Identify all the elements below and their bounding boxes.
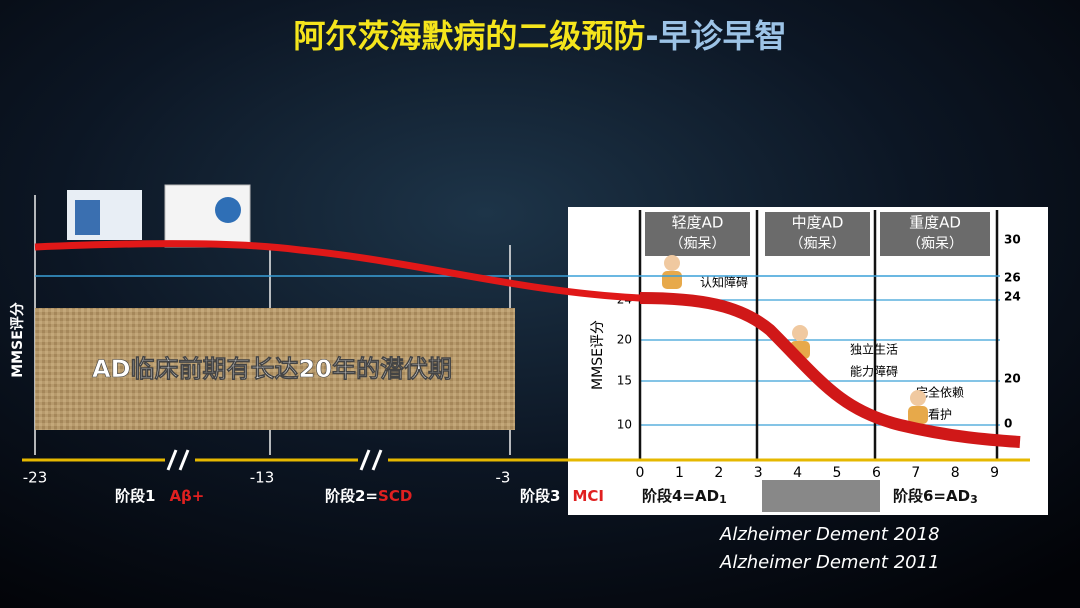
panel-y-label: MMSE评分 <box>590 320 606 390</box>
stage-header-text: 重度AD <box>909 214 961 232</box>
x-tick-label: 4 <box>793 465 802 481</box>
annotation: 完全依赖 <box>916 385 964 400</box>
timeline-label: -3 <box>496 469 511 487</box>
figure-body <box>662 271 682 289</box>
x-tick-label: 8 <box>951 465 960 481</box>
stage-name: 阶段2= <box>325 487 378 505</box>
title: 阿尔茨海默病的二级预防-早诊早智 <box>293 17 786 55</box>
stage-header-text: （痴呆） <box>790 236 846 252</box>
mmse-chart: 24201510302624200MMSE评分轻度AD（痴呆）中度AD（痴呆）重… <box>590 210 1021 460</box>
timeline-label: -23 <box>23 469 48 487</box>
x-tick-label: 7 <box>911 465 920 481</box>
annotation: 认知障碍 <box>700 275 748 290</box>
y-tick-label: 10 <box>617 418 632 432</box>
break-mark <box>178 449 190 471</box>
figure-body <box>908 406 928 424</box>
stage-marker: SCD <box>378 487 412 505</box>
x-tick-label: 9 <box>990 465 999 481</box>
x-tick-label: 3 <box>754 465 763 481</box>
figure-head <box>910 390 926 406</box>
stage-header-text: （痴呆） <box>670 236 726 252</box>
stage-header-text: （痴呆） <box>907 236 963 252</box>
stage-header <box>765 212 870 256</box>
annotation: 能力障碍 <box>850 364 898 379</box>
title-separator: - <box>645 17 658 55</box>
stage5-box <box>762 480 880 512</box>
annotation: 独立生活 <box>850 342 898 357</box>
stage-name: 阶段1 <box>115 487 155 505</box>
stage-label: 阶段6=AD3 <box>893 487 978 507</box>
product-images <box>67 184 251 248</box>
stage-header-text: 轻度AD <box>672 214 724 232</box>
y2-tick-label: 26 <box>1004 271 1021 285</box>
product-logo <box>215 197 241 223</box>
y2-tick-label: 0 <box>1004 417 1012 431</box>
citation: Alzheimer Dement 2011 <box>719 552 940 573</box>
y2-tick-label: 20 <box>1004 372 1021 386</box>
x-unit: 年 <box>1028 463 1044 482</box>
stage-sub: 3 <box>970 493 978 506</box>
y-tick-label: 20 <box>617 333 632 347</box>
stage-header-text: 中度AD <box>792 214 844 232</box>
stage-name: 阶段6=AD <box>893 487 970 505</box>
latency-banner <box>35 308 515 430</box>
x-tick-label: 1 <box>675 465 684 481</box>
stage-name: 阶段3 <box>520 487 560 505</box>
x-tick-label: 0 <box>636 465 645 481</box>
banner-text: AD临床前期有长达20年的潜伏期 <box>92 355 452 383</box>
product-vial <box>75 200 100 235</box>
break-mark <box>166 449 178 471</box>
stage-marker: MCI <box>572 487 604 505</box>
stage-label: 阶段4=AD1 <box>642 487 727 507</box>
stage-marker: Aβ+ <box>169 487 204 505</box>
stage-header <box>645 212 750 256</box>
stage-label: 阶段3 MCI <box>520 487 604 505</box>
stage-sub: 1 <box>719 493 727 506</box>
decline-curve-panel <box>639 292 1021 448</box>
stage-label: 阶段2=SCD <box>325 487 412 505</box>
axis-breaks <box>166 449 383 471</box>
title-main: 阿尔茨海默病的二级预防 <box>293 17 645 55</box>
figure-head <box>792 325 808 341</box>
x-tick-label: 6 <box>872 465 881 481</box>
y2-tick-label: 30 <box>1004 233 1021 247</box>
break-mark <box>371 449 383 471</box>
stage-header <box>880 212 990 256</box>
y-axis-label: MMSE评分 <box>10 302 26 378</box>
y2-tick-label: 24 <box>1004 290 1021 304</box>
title-highlight: 早诊早智 <box>659 17 787 55</box>
y-tick-label: 15 <box>617 374 632 388</box>
x-tick-label: 2 <box>714 465 723 481</box>
stage-label: 阶段1 Aβ+ <box>115 487 204 505</box>
decline-curve <box>34 240 641 302</box>
x-tick-label: 5 <box>833 465 842 481</box>
figure-head <box>664 255 680 271</box>
stage-name: 阶段4=AD <box>642 487 719 505</box>
timeline-label: -13 <box>250 469 275 487</box>
break-mark <box>359 449 371 471</box>
citation: Alzheimer Dement 2018 <box>719 524 940 545</box>
